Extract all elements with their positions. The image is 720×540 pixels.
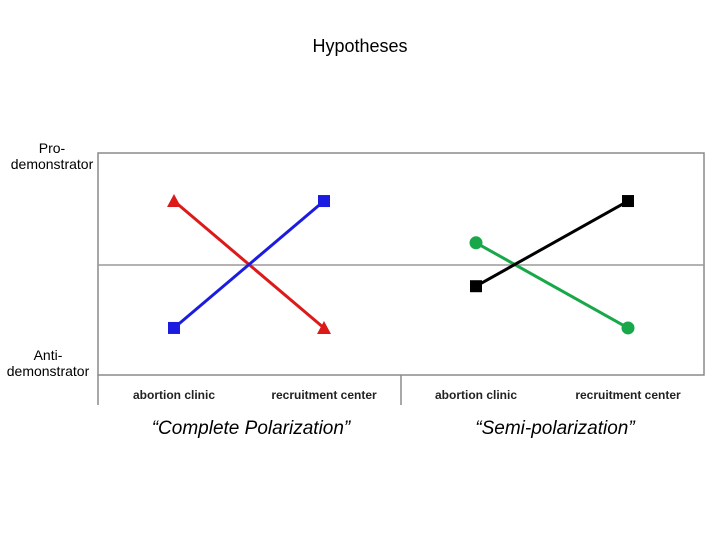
marker-p2-s2-2	[622, 195, 634, 208]
y-label-pro: Pro- demonstrator	[10, 140, 94, 172]
y-label-anti: Anti- demonstrator	[6, 347, 90, 379]
marker-p2-s1-1	[469, 236, 483, 250]
caption-complete-polarization: “Complete Polarization”	[151, 418, 351, 439]
x-tick-label-1-2: recruitment center	[271, 388, 377, 402]
chart-title: Hypotheses	[312, 36, 408, 56]
series-line-p1-s2	[173, 199, 325, 330]
series-line-p2-s2	[475, 199, 629, 288]
x-tick-label-2-1: abortion clinic	[435, 388, 517, 402]
caption-semi-polarization: “Semi-polarization”	[475, 418, 635, 439]
series-line-p2-s1	[475, 241, 629, 330]
marker-p2-s2-1	[470, 280, 482, 293]
x-tick-label-2-2: recruitment center	[575, 388, 681, 402]
marker-p2-s1-2	[621, 321, 635, 335]
marker-p1-s1-1	[167, 194, 181, 208]
marker-p1-s2-2	[318, 195, 330, 208]
marker-p1-s2-1	[168, 321, 180, 334]
x-tick-label-1-1: abortion clinic	[133, 388, 215, 402]
marker-p1-s1-2	[317, 320, 331, 334]
plot-frame	[97, 152, 705, 376]
